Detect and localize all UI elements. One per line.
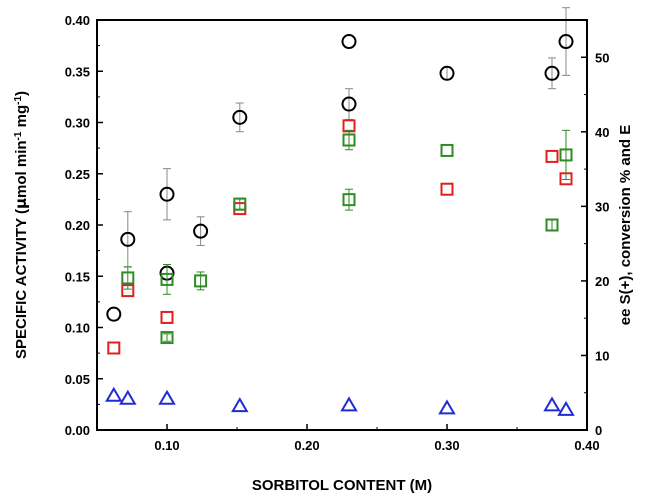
x-tick-label: 0.40 [574, 438, 599, 453]
triangle-marker [119, 389, 137, 405]
left-y-axis-ticks: 0.00 0.05 0.10 0.15 0.20 0.25 0.30 0.35 0.40 [65, 13, 103, 438]
right-y-tick-label: 10 [595, 348, 609, 363]
x-axis-ticks: 0.10 0.20 0.30 0.40 [96, 424, 600, 453]
square-marker [342, 193, 356, 207]
triangle-marker [231, 397, 249, 413]
square-marker [342, 133, 356, 147]
square-marker [160, 331, 174, 345]
triangle-marker [543, 396, 561, 412]
square-marker [545, 218, 559, 232]
circle-marker [106, 306, 122, 322]
left-y-tick-label: 0.20 [65, 218, 90, 233]
square-marker [194, 274, 208, 288]
square-marker [440, 182, 454, 196]
left-y-tick-label: 0.10 [65, 321, 90, 336]
left-y-tick-label: 0.35 [65, 64, 90, 79]
square-marker [121, 271, 135, 285]
right-y-axis-ticks: 0 10 20 30 40 50 [581, 19, 609, 438]
left-y-axis-title: SPECIFIC ACTIVITY (μmol min-1 mg-1) [12, 91, 30, 359]
triangle-marker [340, 396, 358, 412]
square-marker [233, 197, 247, 211]
circle-marker [341, 96, 357, 112]
square-marker [545, 149, 559, 163]
x-tick-label: 0.20 [294, 438, 319, 453]
circle-marker [544, 65, 560, 81]
right-y-tick-label: 0 [595, 423, 602, 438]
circle-marker [159, 186, 175, 202]
triangle-marker [105, 386, 123, 402]
triangle-marker [438, 399, 456, 415]
square-marker [160, 310, 174, 324]
circle-marker [120, 231, 136, 247]
right-y-tick-label: 50 [595, 50, 609, 65]
right-y-tick-label: 30 [595, 199, 609, 214]
square-marker [342, 119, 356, 133]
right-y-axis-title: ee S(+), conversion % and E [617, 125, 634, 325]
circle-marker [341, 34, 357, 50]
left-y-tick-label: 0.30 [65, 116, 90, 131]
x-tick-label: 0.10 [154, 438, 179, 453]
square-marker [107, 341, 121, 355]
left-y-tick-label: 0.40 [65, 13, 90, 28]
square-marker [160, 272, 174, 286]
right-y-tick-label: 20 [595, 274, 609, 289]
square-marker [559, 148, 573, 162]
x-axis-title: SORBITOL CONTENT (M) [252, 477, 432, 494]
circle-marker [439, 65, 455, 81]
right-y-tick-label: 40 [595, 125, 609, 140]
data-markers [105, 7, 575, 416]
triangle-marker [158, 389, 176, 405]
mu-symbol: μ [12, 198, 30, 209]
circle-marker [232, 109, 248, 125]
left-y-tick-label: 0.25 [65, 167, 90, 182]
left-y-tick-label: 0.00 [65, 423, 90, 438]
left-y-tick-label: 0.05 [65, 372, 90, 387]
left-y-tick-label: 0.15 [65, 269, 90, 284]
triangle-marker [557, 400, 575, 416]
square-marker [440, 143, 454, 157]
circle-marker [193, 223, 209, 239]
plot-frame [96, 19, 588, 431]
x-tick-label: 0.30 [434, 438, 459, 453]
circle-marker [558, 34, 574, 50]
